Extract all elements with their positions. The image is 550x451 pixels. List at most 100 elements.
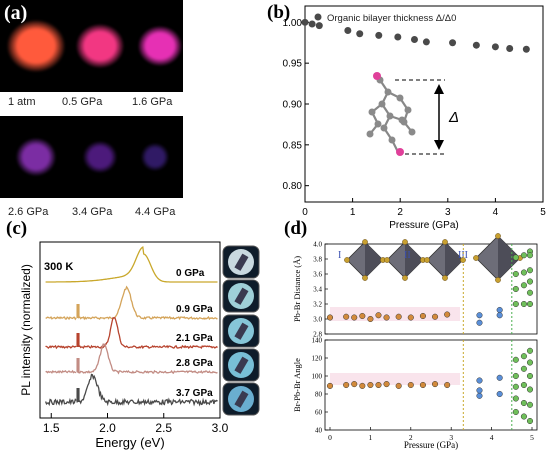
d-point-phase-III [512,254,519,261]
d-point-phase-I [375,381,382,389]
b-xtick-label: 5 [540,207,546,218]
d-point-phase-I [351,314,358,321]
d-bottom-ytick-label: 100 [312,373,323,381]
panel-c-ylabel: PL intensity (normalized) [19,264,33,396]
crystal-sample-5 [234,390,249,408]
d-point-phase-I [343,381,350,389]
panel-c-plot-frame [39,241,221,419]
d-point-phase-I [383,381,390,388]
d-point-phase-III [526,300,534,308]
b-data-point [394,33,402,41]
d-point-phase-III [520,353,527,360]
b-ytick-label: 0.85 [283,140,303,151]
d-top-ytick-label: 3.2 [313,301,322,309]
b-data-point [522,45,530,53]
d-point-phase-I [395,313,402,320]
octahedron-face-2 [405,242,423,278]
panel-b-label: (b) [267,2,290,23]
d-point-phase-I [351,381,358,388]
legend-text: Organic bilayer thickness Δ/Δ0 [327,13,456,24]
panel-d-top-ylabel: Pb-Br Distance (Å) [292,256,302,322]
d-point-phase-I [367,381,374,389]
b-data-point [356,30,364,38]
panel-d-bottom-ylabel: Br-Pb-Br Angle [292,358,302,412]
bromine-atom [402,275,408,281]
d-top-ytick-label: 3.4 [313,286,322,294]
pl-spot-2 [76,24,124,68]
d-top-ytick-label: 3.6 [313,271,322,279]
phase-label-ii: II [404,250,411,261]
caption-a5: 3.4 GPa [72,206,113,218]
d-point-phase-I [444,311,451,318]
d-top-ytick-label: 3.0 [313,316,322,324]
d-point-phase-I [407,314,414,321]
d-point-phase-I [419,312,426,320]
d-point-phase-II [496,306,503,314]
octahedron-face-1 [365,242,383,278]
d-point-phase-III [512,270,519,278]
d-point-phase-III [520,399,527,407]
b-data-point [344,27,352,34]
panel-c-chart: (c) 300 K 0 GPa 0.9 GPa 2.1 GPa 2.8 GPa 3.7 … [6,218,260,450]
d-point-phase-III [526,372,534,380]
d-point-phase-III [526,267,534,274]
caption-a1: 1 atm [8,96,36,108]
pl-spot-4 [16,138,56,176]
bromine-atom [442,275,448,281]
phase-i-band-top [330,307,460,321]
d-point-phase-II [476,387,483,394]
b-ytick-label: 0.80 [283,181,303,192]
caption-a2: 0.5 GPa [62,96,103,108]
d-point-phase-I [359,312,366,320]
d-point-phase-III [526,252,534,259]
d-point-phase-I [343,313,350,320]
d-point-phase-I [367,315,374,323]
d-xtick-label: 0 [328,433,332,442]
d-point-phase-II [496,374,503,381]
panel-c-xlabel: Energy (eV) [95,435,164,450]
b-data-point [449,39,457,47]
d-point-phase-II [476,392,483,399]
d-point-phase-II [496,390,503,398]
d-top-ytick-label: 4.0 [313,241,322,249]
d-point-phase-III [520,300,527,308]
c-xtick-label: 3.0 [212,421,229,435]
pl-spot-3 [138,26,182,66]
crystal-sample-1 [234,253,249,271]
phase-label-iii: III [458,250,468,261]
bromine-atom [495,233,501,239]
d-point-phase-III [526,347,534,354]
phase-label-i: I [338,250,341,261]
b-data-point [375,31,383,39]
bromine-atom [424,257,430,263]
d-point-phase-III [512,356,519,363]
d-point-phase-I [375,312,382,319]
d-bottom-ytick-label: 80 [315,391,323,399]
delta-annotation: Δ [448,109,459,126]
pl-spot-6 [141,143,169,171]
b-xtick-label: 2 [397,207,403,218]
d-point-phase-I [383,314,390,321]
d-point-phase-I [359,382,366,389]
d-point-phase-I [431,313,439,320]
d-top-ytick-label: 2.8 [313,331,322,339]
d-bottom-ytick-label: 60 [315,409,323,417]
c-xtick-label: 2.0 [99,421,116,435]
d-point-phase-III [526,359,534,366]
b-ytick-label: 0.95 [283,59,303,70]
crystal-sample-2 [234,287,249,305]
d-point-phase-II [476,319,483,326]
d-point-phase-I [431,381,439,388]
d-point-phase-I [395,382,402,389]
d-bottom-ytick-label: 140 [312,337,323,345]
d-point-phase-I [444,381,451,389]
panel-b-plot-frame [304,5,544,203]
b-xtick-label: 1 [350,207,356,218]
d-point-phase-I [326,314,334,321]
panel-b-xlabel: Pressure (GPa) [389,220,458,230]
d-xtick-label: 1 [369,433,373,442]
panel-b-chart: (b) 0.80 0.85 0.90 0.95 1.00 0 1 2 3 4 5 Organic … [267,2,546,230]
pl-spot-5 [83,141,117,173]
bromine-atom [402,239,408,245]
d-point-phase-III [526,289,534,296]
